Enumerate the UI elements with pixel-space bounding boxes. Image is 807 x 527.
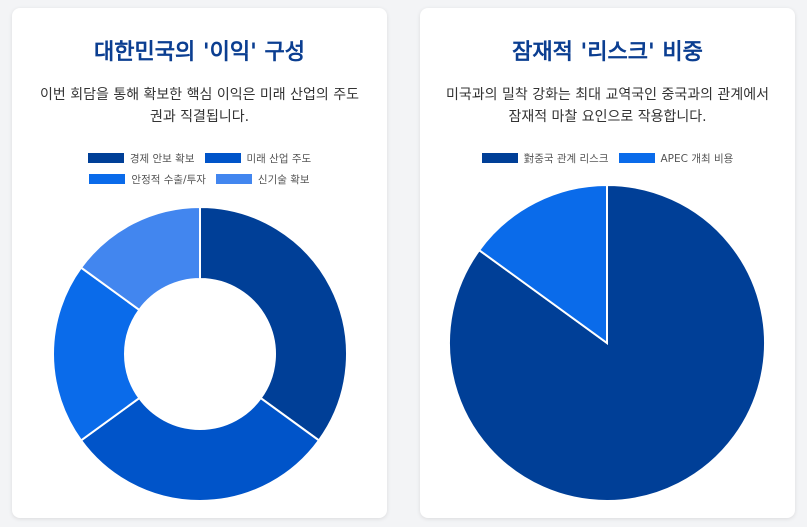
benefit-slice-4[interactable] [79,205,201,312]
legend-item[interactable]: 미래 산업 주도 [204,151,312,165]
legend-label: 對중국 관계 리스크 [523,152,609,165]
risks-pie-chart [448,183,766,502]
legend-label: 안정적 수출/투자 [131,173,206,186]
risks-legend: 對중국 관계 리스크 APEC 개최 비용 [420,151,795,172]
benefit-slice-1[interactable] [199,205,348,442]
legend-item[interactable]: APEC 개최 비용 [618,151,734,165]
risks-title: 잠재적 '리스크' 비중 [512,40,703,65]
legend-item[interactable]: 경제 안보 확보 [87,151,195,165]
legend-swatch [204,153,241,163]
benefit-slice-2[interactable] [79,396,321,502]
legend-swatch [89,174,126,184]
legend-swatch [618,153,655,163]
risks-card: 잠재적 '리스크' 비중 미국과의 밀착 강화는 최대 교역국인 중국과의 관계… [420,8,795,518]
risks-description: 미국과의 밀착 강화는 최대 교역국인 중국과의 관계에서 잠재적 마찰 요인으… [446,87,769,125]
legend-label: 미래 산업 주도 [246,152,312,165]
legend-item[interactable]: 신기술 확보 [215,172,310,186]
legend-label: 경제 안보 확보 [129,152,195,165]
legend-swatch [215,174,252,184]
legend-swatch [481,153,518,163]
benefit-slice-3[interactable] [52,266,141,442]
legend-item[interactable]: 안정적 수출/투자 [89,172,206,186]
risk-slice-2[interactable] [477,183,608,345]
legend-label: 신기술 확보 [257,173,310,186]
legend-item[interactable]: 對중국 관계 리스크 [481,151,609,165]
benefits-title: 대한민국의 '이익' 구성 [94,40,305,65]
benefits-description: 이번 회담을 통해 확보한 핵심 이익은 미래 산업의 주도권과 직결됩니다. [40,87,359,125]
legend-swatch [87,153,124,163]
legend-label: APEC 개최 비용 [660,152,734,165]
benefits-card: 대한민국의 '이익' 구성 이번 회담을 통해 확보한 핵심 이익은 미래 산업… [12,8,387,518]
benefits-doughnut-chart [52,205,348,502]
